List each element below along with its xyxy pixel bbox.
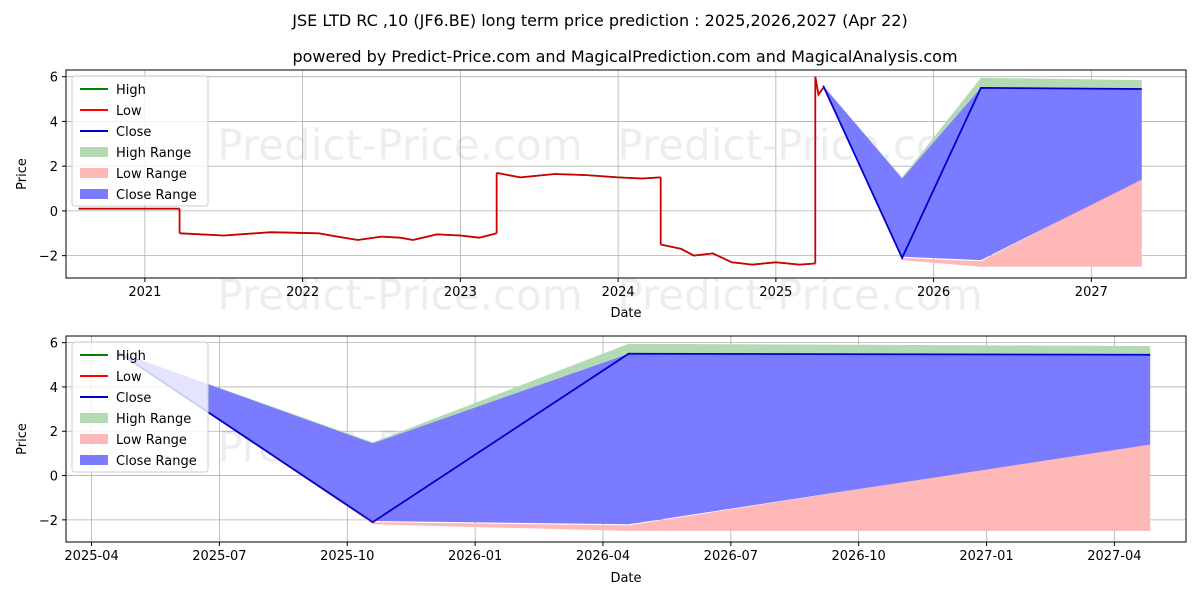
- plot-area: [116, 343, 1151, 531]
- y-tick-label: 4: [50, 115, 58, 130]
- y-tick-label: 6: [50, 71, 58, 86]
- legend-label: Close Range: [116, 454, 197, 469]
- y-axis-label: Price: [15, 158, 30, 190]
- legend-swatch-patch: [80, 189, 108, 199]
- legend-label: Low: [116, 104, 142, 119]
- legend-swatch-patch: [80, 455, 108, 465]
- legend-swatch-patch: [80, 413, 108, 423]
- chart-subtitle: powered by Predict-Price.com and Magical…: [292, 47, 957, 66]
- y-tick-label: 6: [50, 337, 58, 352]
- y-axis-label: Price: [15, 423, 30, 455]
- legend-label: High Range: [116, 146, 191, 161]
- low-history-line: [179, 231, 497, 241]
- legend-label: Low Range: [116, 167, 187, 182]
- low-range-band: [823, 85, 1142, 267]
- close-forecast-line: [116, 350, 1151, 524]
- x-axis-label: Date: [610, 306, 641, 321]
- x-tick-label: 2026-04: [576, 549, 630, 564]
- legend-swatch-patch: [80, 434, 108, 444]
- x-tick-label: 2026-01: [448, 549, 502, 564]
- legend-label: Close: [116, 125, 151, 140]
- x-tick-label: 2025-04: [64, 549, 118, 564]
- axes-frame: [65, 69, 1187, 279]
- y-tick-label: −2: [39, 514, 58, 529]
- close-range-band: [823, 85, 1142, 261]
- top-chart-panel: Predict-Price.com Predict-Price.com Predic…: [15, 69, 1187, 321]
- legend-label: Low: [116, 370, 142, 385]
- y-tick-label: 2: [50, 160, 58, 175]
- high-history-line: [660, 243, 816, 266]
- x-tick-label: 2025-10: [320, 549, 374, 564]
- bottom-chart-panel: Predict-Price.comPredict-Price.com2025-0…: [15, 335, 1187, 586]
- y-tick-label: 0: [50, 205, 58, 220]
- low-history-line: [660, 243, 816, 266]
- x-tick-label: 2021: [128, 285, 161, 300]
- x-tick-label: 2025: [759, 285, 792, 300]
- x-tick-label: 2023: [444, 285, 477, 300]
- legend-label: Close: [116, 391, 151, 406]
- plot-area: [78, 76, 1142, 267]
- legend-label: Close Range: [116, 188, 197, 203]
- y-tick-label: −2: [39, 250, 58, 265]
- x-tick-label: 2027: [1075, 285, 1108, 300]
- legend-label: High Range: [116, 412, 191, 427]
- watermark-text: Predict-Price.com: [617, 271, 982, 320]
- legend-label: Low Range: [116, 433, 187, 448]
- x-tick-label: 2026-10: [832, 549, 886, 564]
- x-tick-label: 2025-07: [192, 549, 246, 564]
- low-history-line: [496, 172, 661, 180]
- x-tick-label: 2024: [602, 285, 635, 300]
- low-range-band: [117, 351, 1151, 531]
- close-forecast-line: [822, 85, 1142, 261]
- x-tick-label: 2027-04: [1087, 549, 1141, 564]
- legend-swatch-patch: [80, 147, 108, 157]
- legend-label: High: [116, 349, 146, 364]
- x-tick-label: 2022: [286, 285, 319, 300]
- low-history-line: [814, 76, 824, 97]
- chart-title: JSE LTD RC ,10 (JF6.BE) long term price …: [291, 11, 907, 30]
- x-axis-label: Date: [610, 571, 641, 586]
- watermark-text: Predict-Price.com: [217, 121, 582, 170]
- x-tick-label: 2026-07: [704, 549, 758, 564]
- close-range-band: [117, 351, 1151, 525]
- high-range-band: [823, 77, 1142, 179]
- y-tick-label: 0: [50, 470, 58, 485]
- legend-swatch-patch: [80, 168, 108, 178]
- legend-label: High: [116, 83, 146, 98]
- x-tick-label: 2026: [917, 285, 950, 300]
- axes-frame: [65, 335, 1187, 543]
- y-tick-label: 2: [50, 425, 58, 440]
- y-tick-label: 4: [50, 381, 58, 396]
- x-tick-label: 2027-01: [959, 549, 1013, 564]
- watermark-text: Predict-Price.com: [217, 271, 582, 320]
